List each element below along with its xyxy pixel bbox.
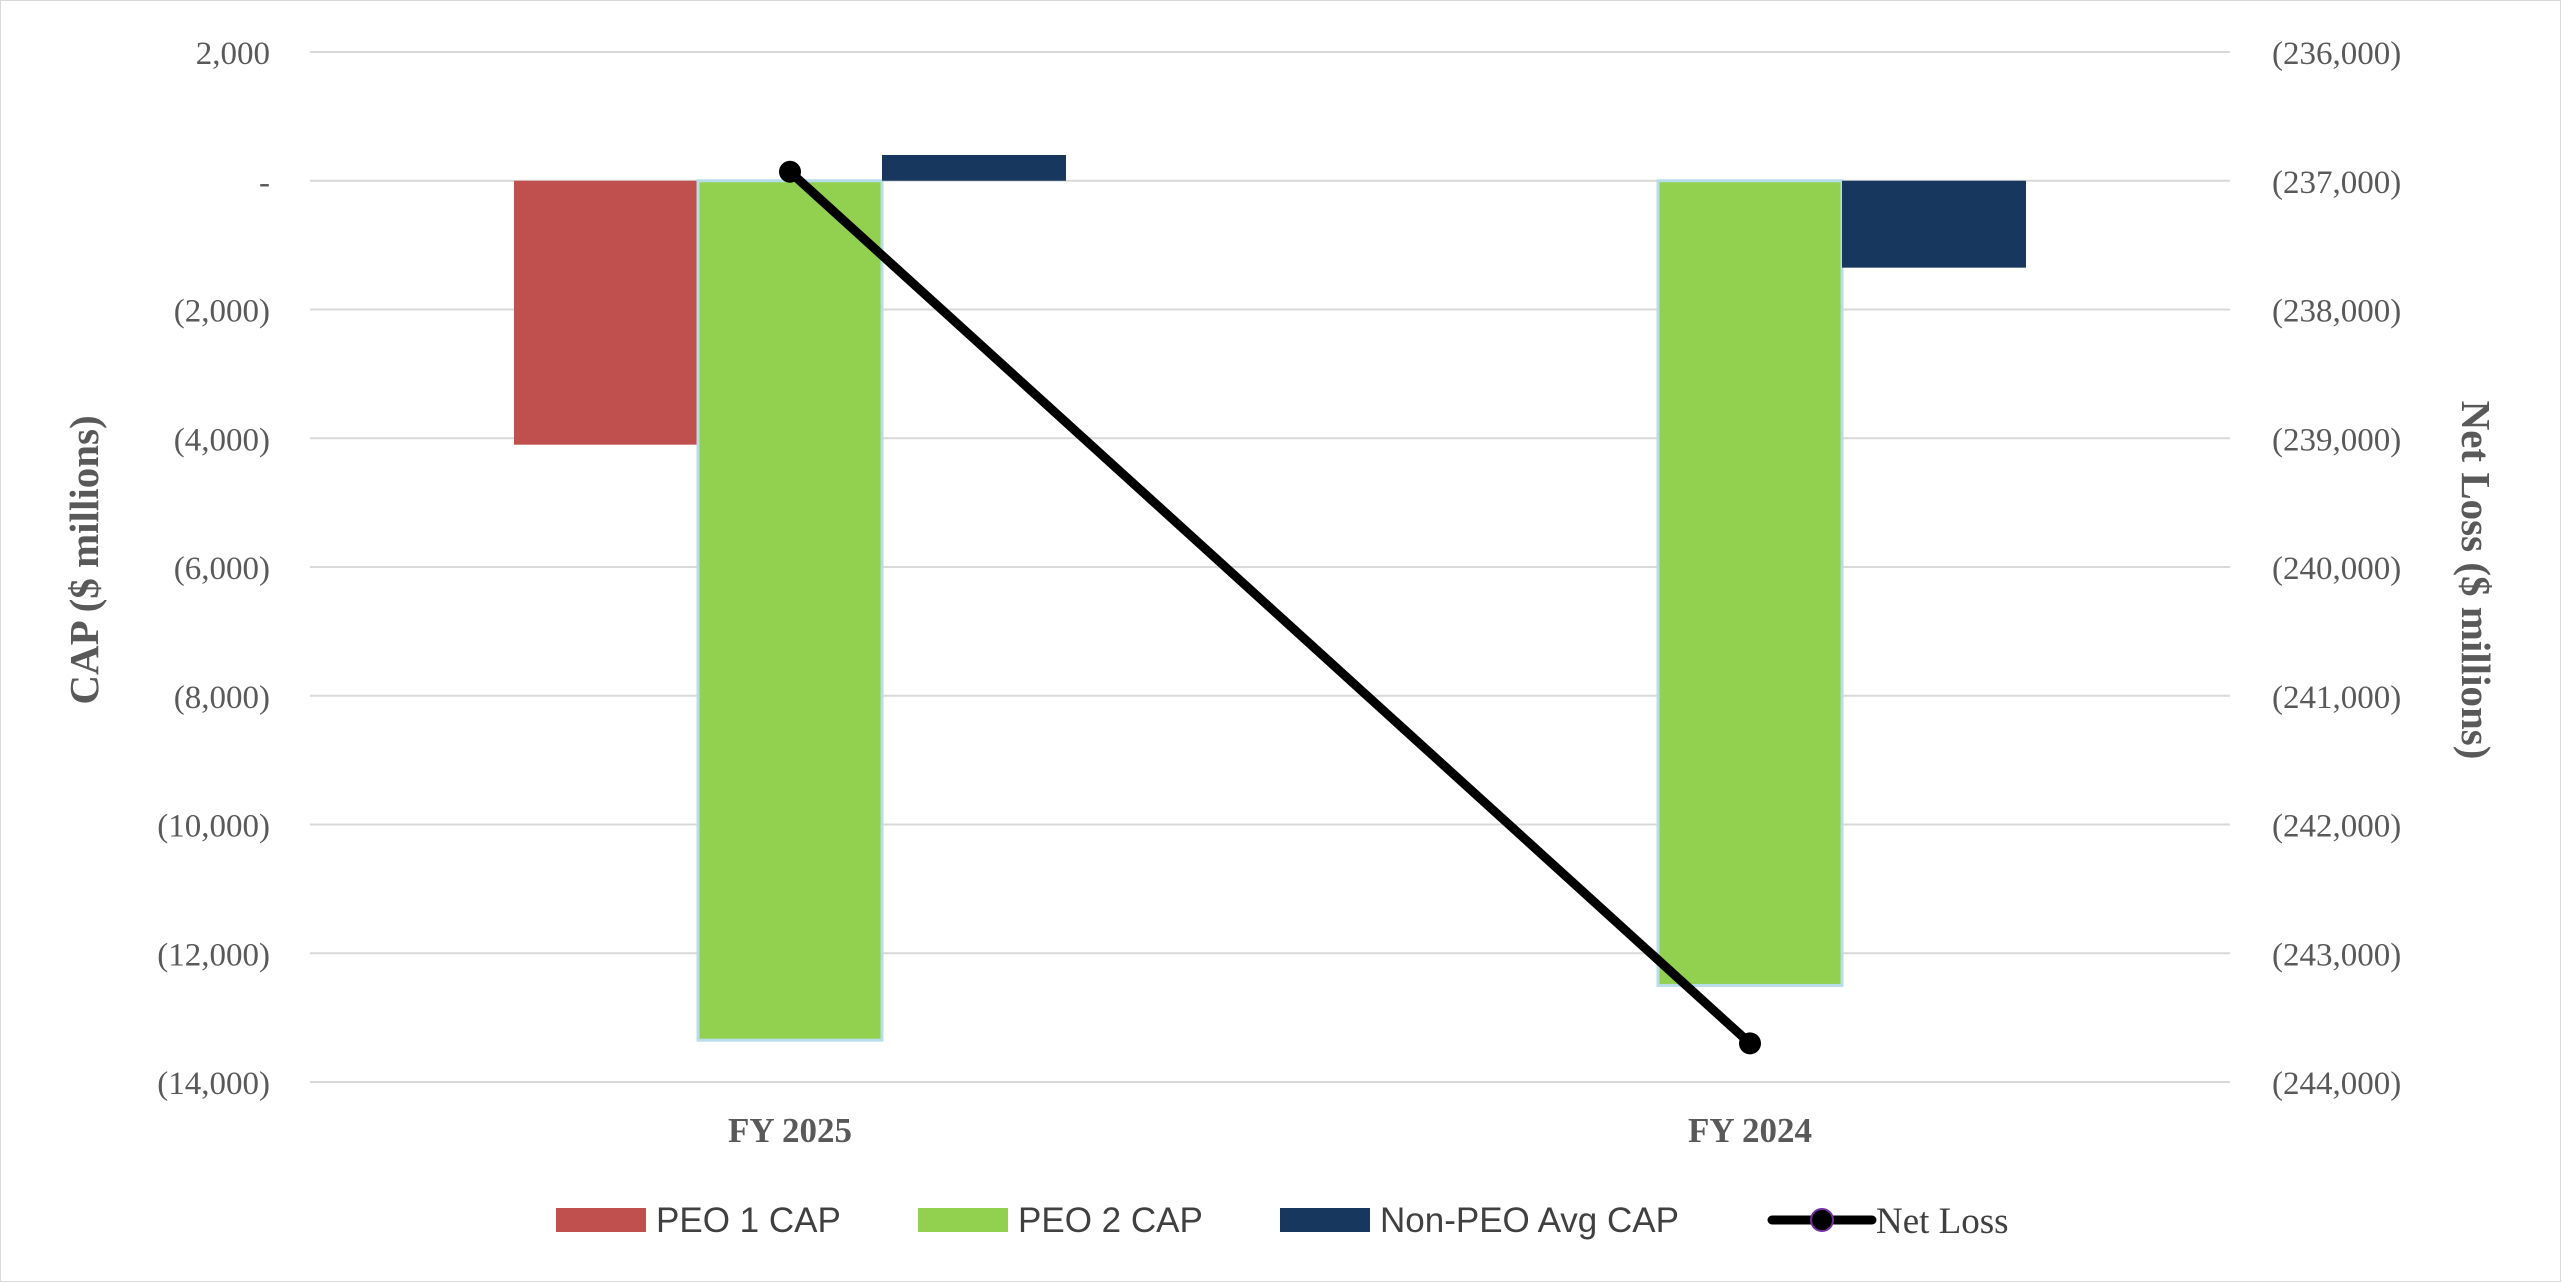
right-tick-label: (242,000) (2272, 809, 2401, 845)
left-tick-label: (2,000) (174, 294, 270, 330)
bar-series (514, 155, 2026, 1042)
right-tick-label: (243,000) (2272, 937, 2401, 973)
net-loss-line (785, 167, 1755, 1048)
right-tick-label: (239,000) (2272, 422, 2401, 458)
left-tick-label: (8,000) (174, 680, 270, 716)
right-tick-label: (240,000) (2272, 551, 2401, 587)
left-axis-ticks: 2,000 - (2,000) (4,000) (6,000) (8,000) (10,00… (157, 36, 270, 1102)
right-tick-label: (236,000) (2272, 36, 2401, 72)
right-tick-label: (238,000) (2272, 294, 2401, 330)
legend-swatch-peo-2-cap (918, 1208, 1008, 1232)
right-tick-label: (237,000) (2272, 165, 2401, 201)
legend-swatch-non-peo-avg-cap (1280, 1208, 1370, 1232)
bar-peo-2-cap-fy-2024 (1656, 179, 1844, 987)
legend-marker-net-loss (1810, 1208, 1834, 1232)
right-axis-ticks: (236,000) (237,000) (238,000) (239,000) (240… (2272, 36, 2401, 1102)
legend-swatch-peo-1-cap (556, 1208, 646, 1232)
left-axis-title: CAP ($ millions) (61, 415, 107, 704)
left-tick-label: (14,000) (157, 1066, 270, 1102)
bar-non-peo-avg-cap-fy-2025 (882, 155, 1066, 181)
net-loss-point (779, 160, 801, 183)
left-tick-label: (10,000) (157, 809, 270, 845)
left-tick-label: (4,000) (174, 422, 270, 458)
category-label: FY 2024 (1688, 1111, 1812, 1150)
right-tick-label: (241,000) (2272, 680, 2401, 716)
left-tick-label: - (259, 165, 270, 201)
legend-label-non-peo-avg-cap: Non-PEO Avg CAP (1380, 1201, 1679, 1240)
left-tick-label: 2,000 (196, 36, 270, 72)
left-tick-label: (6,000) (174, 551, 270, 587)
line-series (779, 160, 1761, 1055)
category-labels: FY 2025 FY 2024 (728, 1111, 1812, 1150)
category-label: FY 2025 (728, 1111, 852, 1150)
legend-label-net-loss: Net Loss (1876, 1201, 2009, 1242)
net-loss-point (1739, 1032, 1761, 1055)
legend-label-peo-1-cap: PEO 1 CAP (656, 1201, 841, 1240)
bar-non-peo-avg-cap-fy-2024 (1842, 180, 2026, 268)
left-tick-label: (12,000) (157, 937, 270, 973)
bar-peo-1-cap-fy-2025 (514, 180, 698, 445)
legend: PEO 1 CAP PEO 2 CAP Non-PEO Avg CAP Net Los… (556, 1201, 2009, 1242)
legend-label-peo-2-cap: PEO 2 CAP (1018, 1201, 1203, 1240)
right-axis-title: Net Loss ($ millions) (2453, 401, 2499, 760)
right-tick-label: (244,000) (2272, 1066, 2401, 1102)
bar-peo-2-cap-fy-2025 (696, 179, 884, 1042)
